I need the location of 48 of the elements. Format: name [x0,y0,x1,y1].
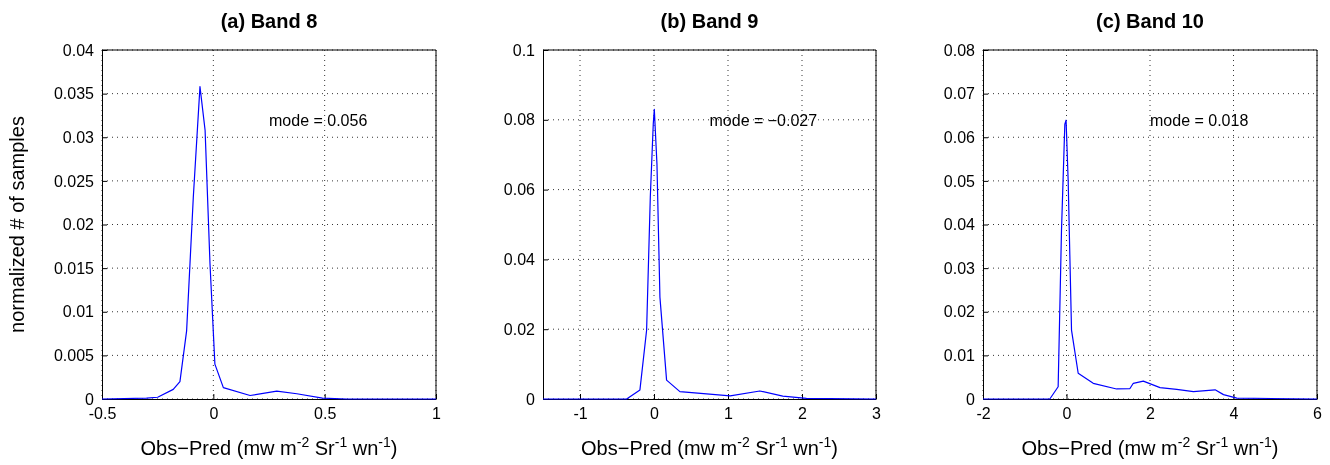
x-tick-label: -1 [573,405,588,423]
x-axis-title: Obs−Pred (mw m$^{-2}$ Sr$^{-1}$ wn$^{-1}$) [140,434,398,459]
y-tick-label: 0.015 [53,259,95,277]
y-tick-label: 0.005 [53,346,95,364]
y-tick-label: 0.06 [503,181,536,199]
x-tick-label: 0 [1062,405,1072,423]
x-axis-title: Obs−Pred (mw m$^{-2}$ Sr$^{-1}$ wn$^{-1}$) [1021,434,1279,459]
y-tick-label: 0.07 [943,85,976,103]
x-tick-label: 4 [1229,405,1239,423]
y-tick-label: 0.05 [943,172,976,190]
chart-title: (a) Band 8 [220,10,318,32]
y-tick-label: 0.04 [943,216,976,234]
y-tick-label: 0.08 [503,111,536,129]
y-tick-label: 0.02 [62,216,95,234]
annotation: mode = 0.056 [269,112,368,129]
x-tick-label: 0 [209,405,219,423]
chart-title: (b) Band 9 [660,10,759,32]
y-tick-label: 0.01 [943,346,976,364]
x-tick-label: -0.5 [88,405,117,423]
y-tick-label: 0.03 [943,259,976,277]
x-tick-label: -2 [976,405,991,423]
y-tick-label: 0.1 [512,41,536,59]
x-axis-title: Obs−Pred (mw m$^{-2}$ Sr$^{-1}$ wn$^{-1}$) [581,434,838,459]
x-tick-label: 3 [872,405,882,423]
x-tick-label: 0 [650,405,660,423]
y-tick-label: 0 [966,390,976,408]
x-tick-label: 2 [1146,405,1156,423]
x-tick-label: 0.5 [314,405,337,423]
y-tick-label: 0.06 [943,128,976,146]
y-tick-label: 0.04 [503,251,536,269]
y-tick-label: 0.02 [503,320,536,338]
y-tick-label: 0.02 [943,303,976,321]
x-tick-label: 2 [798,405,808,423]
y-tick-label: 0.04 [62,41,95,59]
y-tick-label: 0 [85,390,95,408]
x-tick-label: 1 [724,405,734,423]
x-tick-label: 1 [432,405,442,423]
annotation: mode = −0.027 [709,112,818,129]
y-tick-label: 0 [526,390,536,408]
y-tick-label: 0.03 [62,128,95,146]
y-tick-label: 0.025 [53,172,95,190]
annotation: mode = 0.018 [1150,112,1249,129]
y-axis-title: normalized # of samples [6,116,28,333]
y-tick-label: 0.01 [62,303,95,321]
y-tick-label: 0.08 [943,41,976,59]
y-tick-label: 0.035 [53,85,95,103]
x-tick-label: 6 [1313,405,1323,423]
chart-title: (c) Band 10 [1096,10,1204,32]
